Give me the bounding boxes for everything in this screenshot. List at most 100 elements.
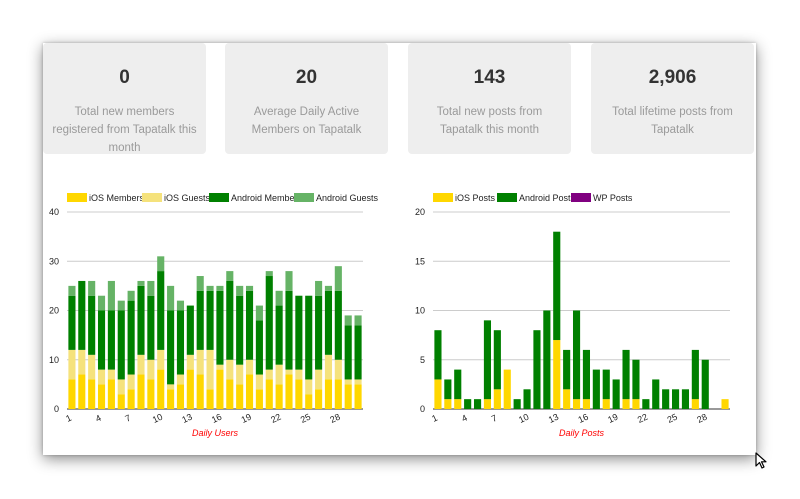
bar-segment	[344, 315, 352, 326]
bar-segment	[334, 290, 342, 360]
bar-segment	[216, 290, 224, 365]
bar-segment	[255, 389, 263, 409]
stat-value: 2,906	[648, 67, 697, 88]
x-tick-label: 25	[666, 412, 679, 425]
bar-segment	[523, 389, 531, 409]
bar-segment	[167, 389, 175, 409]
bar-segment	[206, 290, 214, 350]
bar-segment	[97, 295, 106, 311]
bar-segment	[553, 231, 561, 341]
bar-segment	[88, 354, 96, 380]
bar-segment	[147, 280, 155, 296]
bar-segment	[642, 399, 650, 409]
bar-segment	[107, 280, 115, 311]
bar-segment	[503, 369, 511, 409]
bar-segment	[127, 300, 135, 375]
bar-segment	[117, 394, 125, 409]
bar-segment	[691, 349, 699, 400]
bar-segment	[157, 349, 165, 370]
x-tick-label: 22	[636, 412, 649, 425]
bar-segment	[344, 379, 352, 385]
bar-segment	[226, 271, 234, 281]
bar-segment	[127, 389, 135, 409]
bar-segment	[127, 290, 135, 301]
x-tick-label: 10	[151, 412, 164, 425]
bar-segment	[107, 369, 115, 380]
bar-segment	[167, 384, 175, 390]
bar-segment	[186, 305, 194, 355]
stat-label: Total lifetime posts from Tapatalk	[612, 106, 733, 136]
stat-label: Average Daily Active Members on Tapatalk	[251, 106, 362, 136]
bar-segment	[78, 280, 86, 350]
bar-segment	[622, 399, 630, 409]
legend-swatch	[67, 193, 87, 202]
bar-segment	[572, 310, 581, 400]
bar-segment	[592, 369, 600, 409]
bar-segment	[147, 379, 155, 409]
bar-segment	[553, 340, 561, 409]
bar-segment	[701, 359, 709, 409]
bar-segment	[622, 349, 630, 400]
bar-segment	[344, 325, 352, 380]
bar-segment	[137, 374, 145, 409]
x-tick-label: 4	[94, 413, 103, 424]
bar-segment	[483, 320, 492, 400]
bar-segment	[245, 374, 254, 409]
legend-swatch	[294, 193, 314, 202]
bar-segment	[88, 379, 96, 409]
x-tick-label: 19	[240, 412, 253, 425]
bar-segment	[216, 285, 224, 291]
bar-segment	[88, 280, 96, 296]
bar-segment	[324, 354, 333, 380]
bar-segment	[157, 256, 165, 272]
bar-segment	[324, 285, 333, 291]
legend-swatch	[571, 193, 591, 202]
bar-segment	[662, 389, 670, 409]
legend-label: iOS Members	[89, 193, 145, 203]
bar-segment	[305, 394, 313, 409]
x-tick-label: 22	[269, 412, 282, 425]
bar-segment	[324, 290, 333, 355]
bar-segment	[265, 276, 273, 370]
bar-segment	[68, 379, 76, 409]
bar-segment	[206, 285, 214, 291]
bar-segment	[493, 389, 501, 409]
bar-segment	[681, 389, 690, 409]
bar-segment	[78, 349, 86, 375]
bar-segment	[473, 399, 482, 409]
x-tick-label: 16	[210, 412, 223, 425]
bar-segment	[265, 369, 273, 380]
bar-segment	[206, 349, 214, 390]
y-tick-label: 40	[49, 207, 59, 217]
bar-segment	[216, 364, 224, 370]
x-axis-title: Daily Users	[192, 428, 239, 438]
bar-segment	[582, 399, 591, 409]
daily-posts-chart: 0 5 10 15 20 1 4 7 10 13 16 19 22 25 28 Daily Posts iOS …	[415, 193, 730, 438]
bar-segment	[444, 399, 452, 409]
bar-segment	[454, 369, 462, 400]
bar-segment	[572, 399, 581, 409]
bar-segment	[68, 295, 76, 350]
bar-segment	[295, 379, 303, 409]
y-tick-label: 10	[415, 306, 425, 316]
bar-segment	[602, 399, 610, 409]
legend-label: Android Guests	[316, 193, 379, 203]
bar-segment	[285, 271, 293, 291]
bar-segment	[354, 315, 362, 326]
bar-segment	[216, 369, 224, 409]
legend-label: Android Posts	[519, 193, 576, 203]
bar-segment	[255, 320, 263, 375]
stat-value: 20	[295, 67, 318, 88]
legend-swatch	[497, 193, 517, 202]
legend-label: iOS Guests	[164, 193, 211, 203]
bar-segment	[334, 266, 342, 291]
bar-segment	[236, 285, 244, 296]
bar-segment	[186, 354, 194, 370]
bar-segment	[117, 310, 125, 380]
stat-card-daily-active: 20 Average Daily Active Members on Tapat…	[225, 43, 388, 154]
bar-segment	[285, 290, 293, 370]
bar-segment	[563, 349, 571, 390]
bar-segment	[78, 374, 86, 409]
bar-segment	[88, 295, 96, 355]
y-tick-label: 30	[49, 256, 59, 266]
